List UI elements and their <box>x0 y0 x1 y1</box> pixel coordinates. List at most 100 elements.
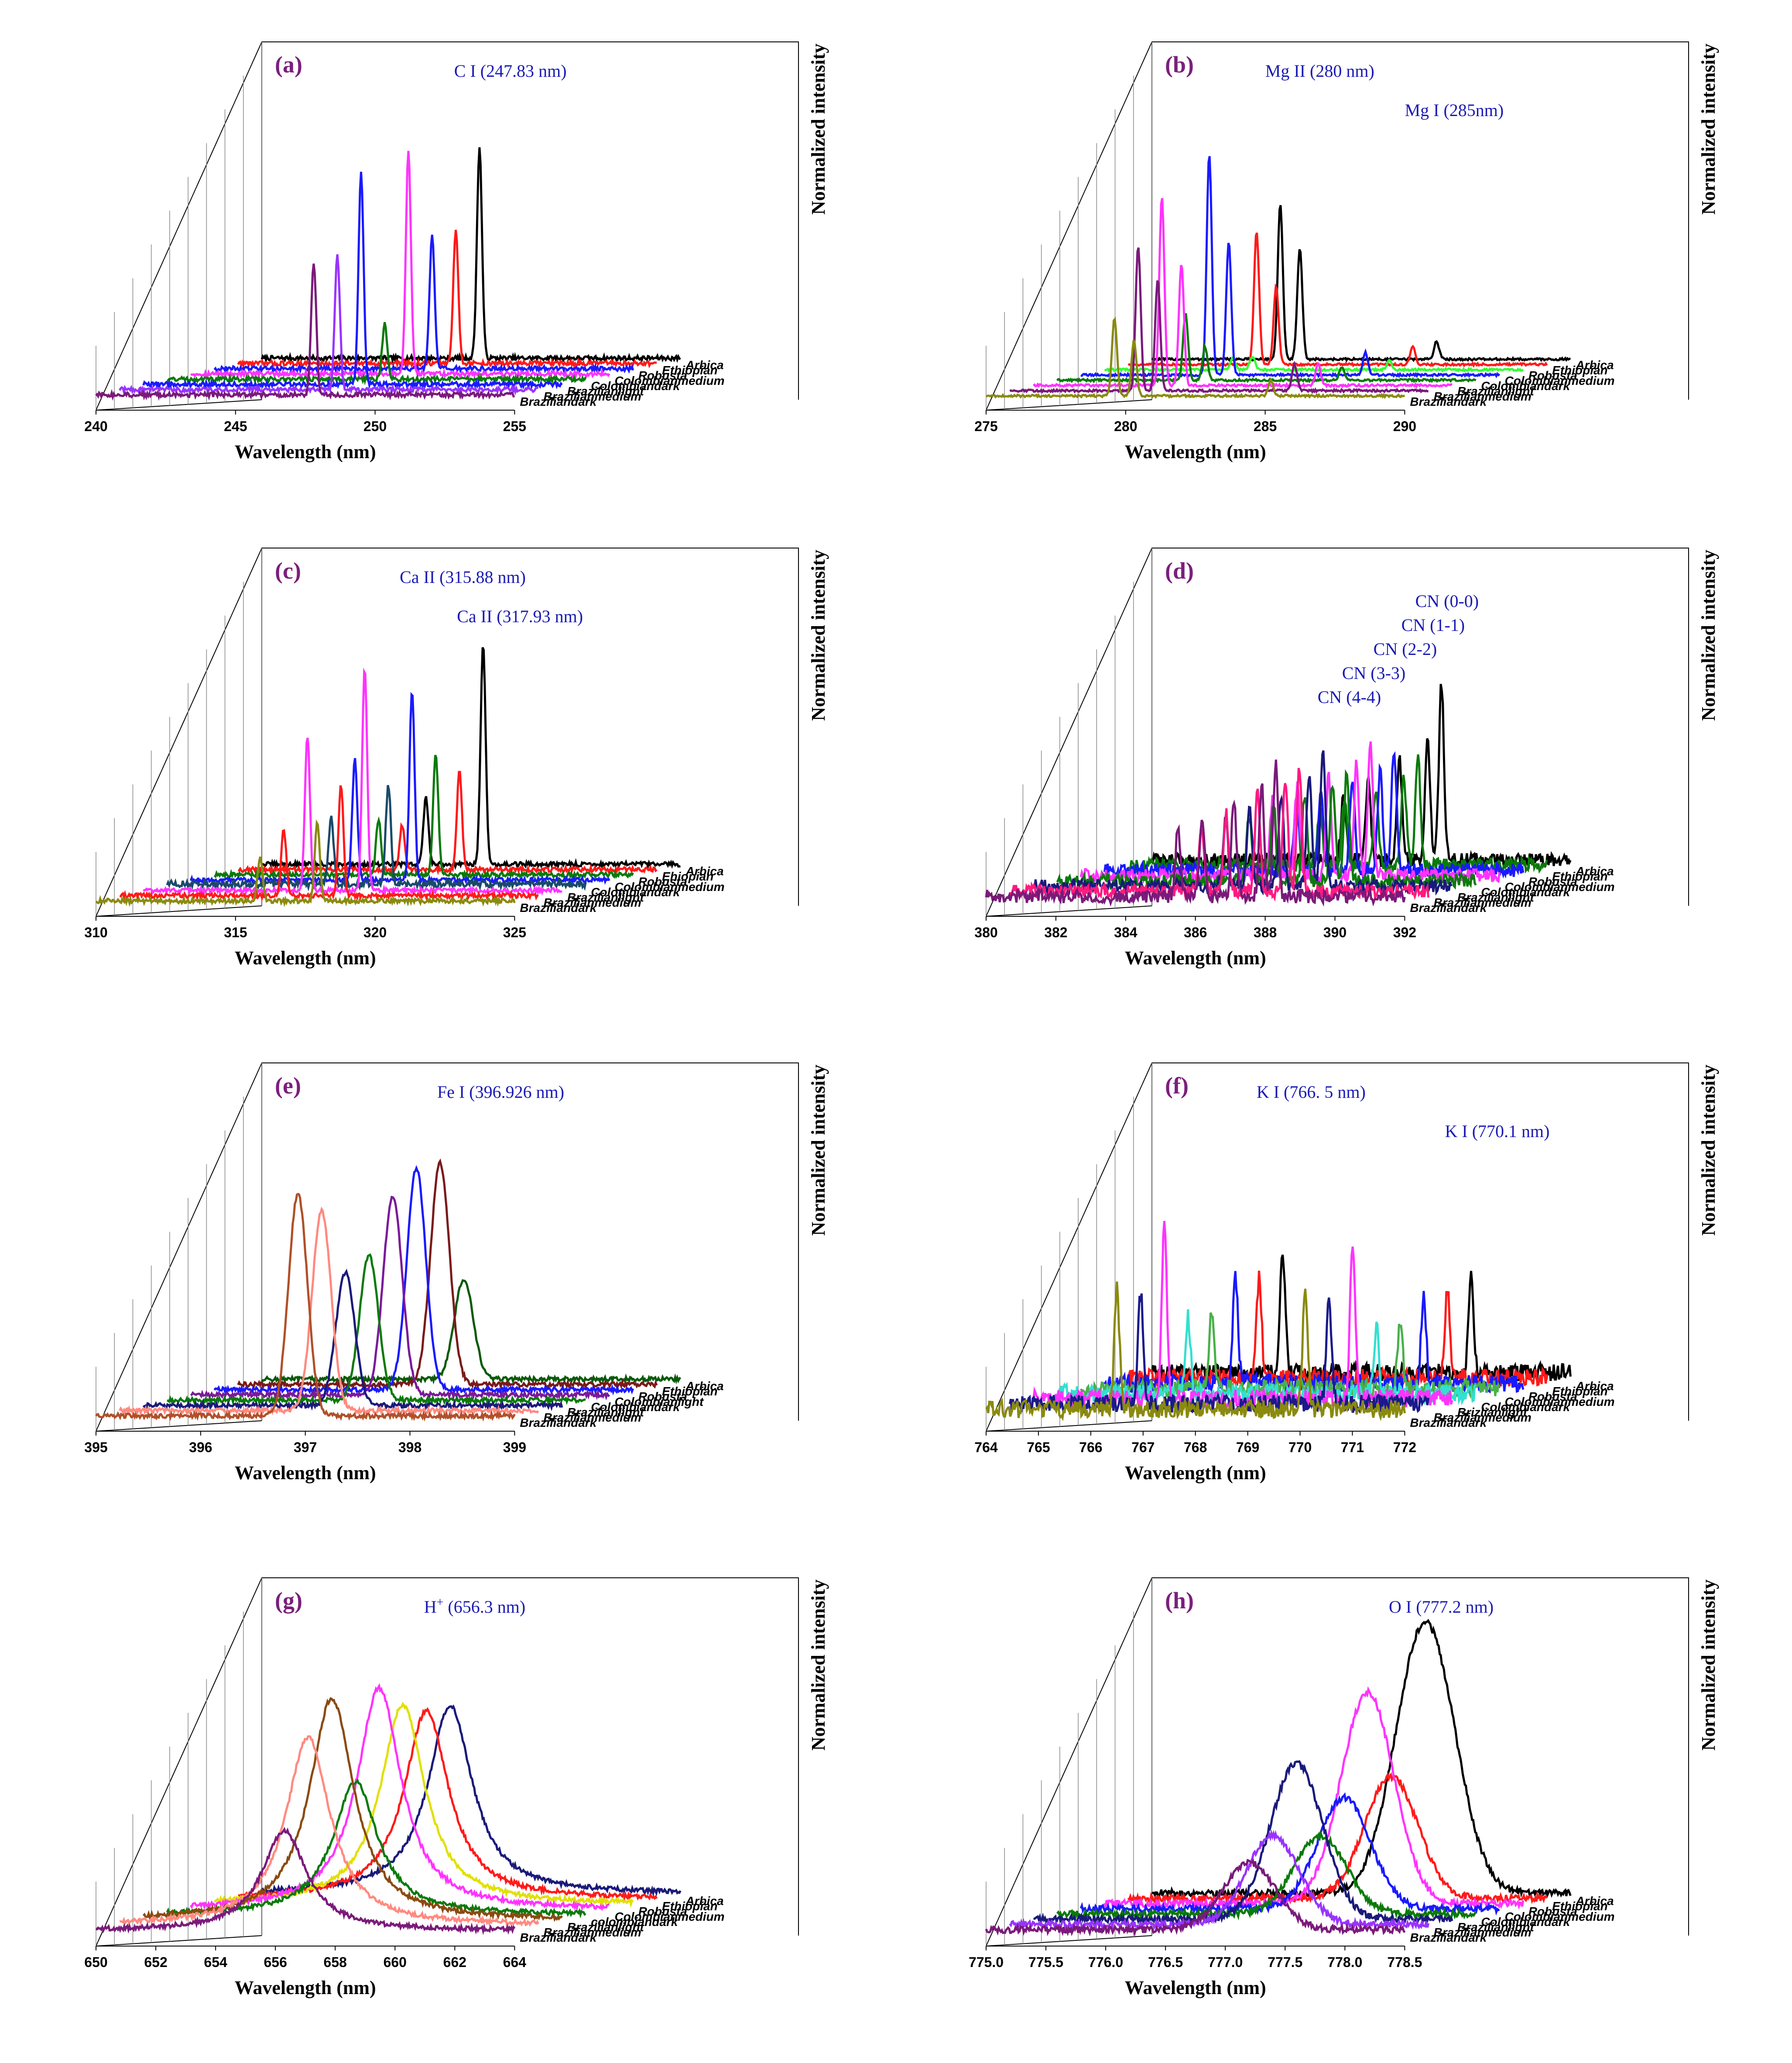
sample-label: Brazilianmedium <box>1434 896 1532 909</box>
x-tick-label: 650 <box>84 1954 107 1970</box>
series-line-braziliandark <box>95 263 515 401</box>
sample-label: Arbica <box>1575 864 1614 878</box>
sample-label: Brazilianlight <box>1457 1920 1535 1934</box>
x-tick-label: 776.5 <box>1148 1954 1183 1970</box>
peak-annotation: Ca II (315.88 nm) <box>400 567 526 587</box>
sample-label: Robusta <box>1528 1390 1577 1403</box>
left-wall-top-edge <box>96 548 262 917</box>
x-tick-label: 768 <box>1184 1439 1207 1455</box>
x-tick-label: 245 <box>224 418 247 434</box>
sample-label: Colombianmedium <box>1505 1395 1615 1408</box>
sample-label: Colombiandark <box>591 885 680 899</box>
peak-annotation: CN (1-1) <box>1401 615 1465 635</box>
series-line-braziliandark <box>985 1281 1406 1422</box>
x-tick-label: 399 <box>503 1439 526 1455</box>
panel-label: (b) <box>1165 51 1194 78</box>
panel-label: (d) <box>1165 558 1194 584</box>
x-tick-label: 290 <box>1393 418 1416 434</box>
sample-label: Arbica <box>685 1894 723 1908</box>
x-tick-label: 777.0 <box>1208 1954 1243 1970</box>
sample-label: Colombianmedium <box>1505 374 1615 387</box>
chart-panel-c: Arbica Ehiopian Robusta Colombianmedium Colo… <box>70 524 899 1017</box>
left-wall-top-edge <box>986 1062 1152 1432</box>
x-tick-label: 766 <box>1079 1439 1102 1455</box>
sample-label: Brizlianlight <box>1457 1405 1528 1419</box>
series-line-braziliandark <box>95 819 516 908</box>
x-tick-label: 285 <box>1254 418 1277 434</box>
sample-label: Colombianmedium <box>615 1910 725 1923</box>
sample-label: Colombiandark <box>591 1400 680 1414</box>
chart-svg-e: ArbicaEthiopianRobustaColombianlightColo… <box>84 1062 829 1484</box>
series-line-robusta <box>1103 1686 1525 1910</box>
x-tick-label: 767 <box>1131 1439 1155 1455</box>
chart-svg-d: ArbicaEthiopianRobustaColombianmediumCol… <box>974 548 1719 969</box>
left-wall-top-edge <box>96 1577 262 1946</box>
sample-label: Arbica <box>1575 358 1614 372</box>
sample-label: Braziliandark <box>520 1931 597 1944</box>
sample-label: Brazilianlight <box>567 384 644 398</box>
peak-annotation: H+ (656.3 nm) <box>424 1596 525 1617</box>
x-tick-label: 255 <box>503 418 526 434</box>
series-line-colombianmedium <box>189 692 610 886</box>
series-line-colombiandark <box>166 322 587 386</box>
peak-annotation: CN (4-4) <box>1318 687 1381 707</box>
series-line-colombiandark <box>1056 1830 1477 1922</box>
left-wall-top-edge <box>986 1577 1152 1946</box>
series-line-ethiopian <box>1127 232 1548 368</box>
sample-label: Braziliandark <box>1410 1931 1487 1944</box>
y-axis-title: Normalized intensity <box>1698 44 1719 215</box>
series-line-arbica <box>261 647 681 870</box>
left-wall-base-edge <box>96 399 262 411</box>
x-tick-label: 770 <box>1288 1439 1312 1455</box>
x-axis-title: Wavelength (nm) <box>235 1977 376 1998</box>
sample-label: Arbica <box>685 358 723 372</box>
series-line-colombiandark <box>166 785 587 892</box>
x-tick-label: 310 <box>84 925 107 940</box>
series-line-arbica <box>1151 205 1571 363</box>
back-wall-frame <box>1151 1577 1689 1936</box>
series-line-brazilianmedium <box>119 1735 539 1927</box>
left-wall-top-edge <box>986 548 1152 917</box>
peak-annotation: CN (3-3) <box>1342 663 1406 683</box>
y-axis-title: Normalized intensity <box>808 550 829 721</box>
x-tick-label: 315 <box>224 925 247 940</box>
sample-label: Braziliandark <box>1410 901 1487 915</box>
x-tick-label: 382 <box>1044 925 1067 940</box>
series-line-brazilianmedium <box>1009 247 1429 394</box>
y-axis-title: Normalized intensity <box>808 1580 829 1751</box>
sample-label: Colombiandark <box>1481 379 1570 393</box>
sample-label: Ethiopian <box>1552 363 1608 377</box>
x-tick-label: 776.0 <box>1088 1954 1123 1970</box>
sample-label: Colombianmedium <box>1505 1910 1615 1923</box>
x-axis-title: Wavelength (nm) <box>235 947 376 969</box>
series-line-brazilianlight <box>142 171 563 391</box>
series-line-ethiopian <box>238 1707 658 1902</box>
sample-label: Braziliandark <box>1410 1416 1487 1429</box>
sample-label: Brazilianmedium <box>544 896 641 909</box>
panel-label: (c) <box>275 558 301 584</box>
left-wall-top-edge <box>96 1062 262 1432</box>
sample-label: Ethiopian <box>662 1899 718 1913</box>
x-tick-label: 764 <box>974 1439 998 1455</box>
sample-label: Braziliandark <box>520 395 597 408</box>
y-axis-title: Normalized intensity <box>808 44 829 215</box>
panel-label: (h) <box>1165 1587 1194 1614</box>
chart-panel-h: Arbica Ethiopian Robusta Colombianmedium Col… <box>960 1553 1789 2046</box>
panel-label: (f) <box>1165 1073 1189 1099</box>
sample-label: Arbica <box>685 864 723 878</box>
x-tick-label: 392 <box>1393 925 1416 940</box>
left-wall-base-edge <box>96 1420 262 1432</box>
series-line-arbica <box>261 1279 682 1385</box>
sample-label: Ethiopian <box>1552 1384 1608 1398</box>
series-line-braziliandark <box>985 759 1406 907</box>
left-wall-base-edge <box>96 1935 262 1946</box>
chart-svg-g: ArbicaEthiopianRobustaColombianmediumcol… <box>84 1577 829 1998</box>
series-line-arbica <box>1152 1618 1572 1900</box>
left-wall-base-edge <box>986 905 1152 917</box>
x-tick-label: 396 <box>189 1439 212 1455</box>
x-tick-label: 320 <box>363 925 387 940</box>
left-wall-base-edge <box>986 1420 1152 1432</box>
sample-label: Brazilianlight <box>1457 891 1535 904</box>
series-line-brazilianmedium <box>119 254 539 396</box>
sample-label: Colombianmedium <box>615 880 725 894</box>
